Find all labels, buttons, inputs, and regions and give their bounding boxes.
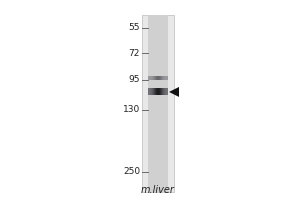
Polygon shape [169, 87, 179, 97]
Bar [142, 15, 174, 192]
Text: 55: 55 [128, 23, 140, 32]
Text: 130: 130 [123, 105, 140, 114]
Text: 250: 250 [123, 167, 140, 176]
Text: 72: 72 [129, 49, 140, 58]
Text: m.liver: m.liver [141, 185, 175, 195]
Text: 95: 95 [128, 75, 140, 84]
Bar [148, 15, 168, 192]
